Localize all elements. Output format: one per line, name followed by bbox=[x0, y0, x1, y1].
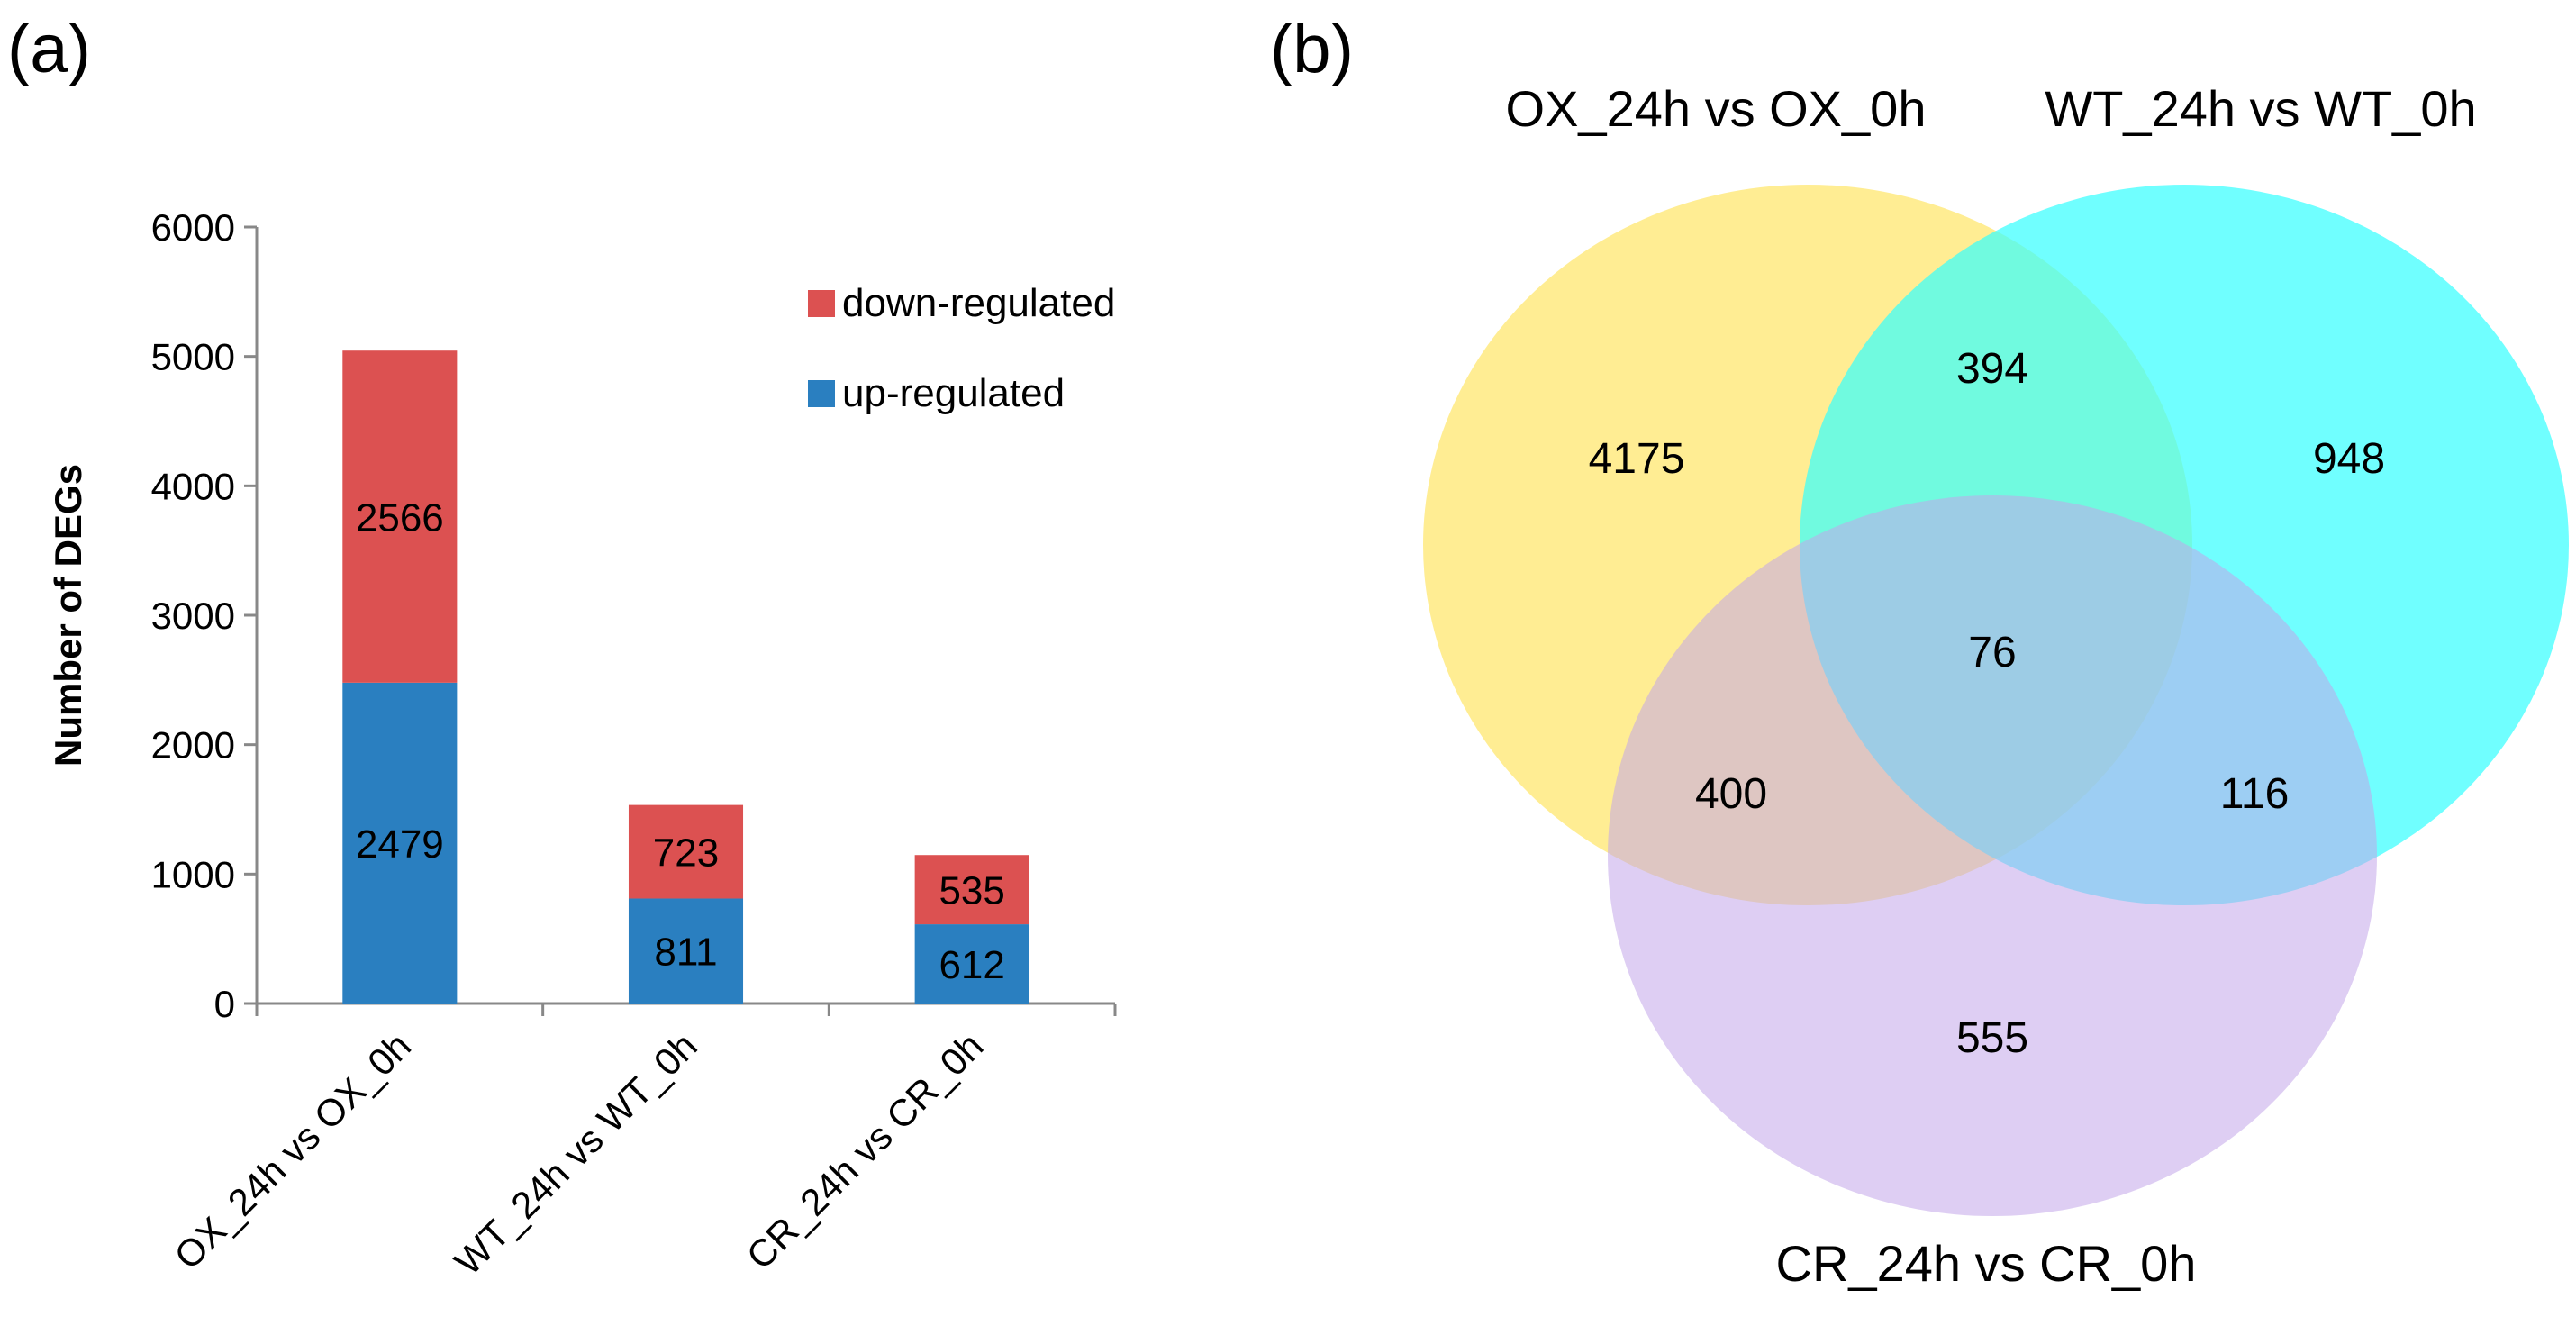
bar-up-regulated bbox=[914, 924, 1029, 1004]
venn-set-label-cr: CR_24h vs CR_0h bbox=[1776, 1235, 2197, 1292]
bar-data-label: 723 bbox=[653, 831, 719, 876]
legend-label: down-regulated bbox=[842, 281, 1115, 325]
legend-label: up-regulated bbox=[842, 371, 1065, 415]
x-ticks bbox=[255, 1004, 1117, 1016]
y-gridless-axis: 0 1000 2000 3000 4000 5000 6000 bbox=[151, 206, 1117, 1025]
y-axis-label: Number of DEGs bbox=[47, 464, 89, 767]
y-tick-label: 3000 bbox=[151, 595, 235, 637]
venn-region-cr-only: 555 bbox=[1956, 1014, 2028, 1062]
bar-data-label: 811 bbox=[654, 931, 717, 975]
venn-circle-cr bbox=[1608, 495, 2377, 1216]
venn-region-all: 76 bbox=[1968, 629, 2016, 677]
panel-label-a: (a) bbox=[7, 11, 91, 87]
bar-data-label: 2566 bbox=[356, 496, 444, 540]
bar-down-regulated bbox=[342, 350, 458, 683]
bar-data-label: 612 bbox=[939, 943, 1004, 987]
bar-data-label: 2479 bbox=[356, 822, 444, 867]
y-tick-label: 1000 bbox=[151, 853, 235, 895]
bar-chart: 0 1000 2000 3000 4000 5000 6000 Number of DEGs… bbox=[47, 206, 1117, 1284]
y-tick-label: 6000 bbox=[151, 206, 235, 249]
venn-set-label-wt: WT_24h vs WT_0h bbox=[2045, 80, 2476, 137]
bar-down-regulated bbox=[914, 855, 1029, 925]
legend: down-regulated up-regulated bbox=[808, 281, 1115, 415]
venn-region-wt-cr: 116 bbox=[2220, 770, 2290, 818]
venn-region-ox-only: 4175 bbox=[1589, 435, 1685, 483]
legend-swatch bbox=[808, 380, 835, 407]
y-tick-label: 2000 bbox=[151, 724, 235, 767]
category-label: WT_24h vs WT_0h bbox=[446, 1024, 704, 1283]
venn-region-ox-wt: 394 bbox=[1956, 345, 2028, 393]
bars: 2479 2566 811 723 612 535 bbox=[342, 350, 1029, 1004]
venn-region-wt-only: 948 bbox=[2313, 435, 2385, 483]
bar-up-regulated bbox=[342, 682, 458, 1004]
y-tick-label: 4000 bbox=[151, 465, 235, 507]
legend-swatch bbox=[808, 290, 835, 317]
venn-diagram: OX_24h vs OX_0h WT_24h vs WT_0h CR_24h v… bbox=[1423, 80, 2569, 1292]
category-label: CR_24h vs CR_0h bbox=[739, 1024, 992, 1277]
venn-region-ox-cr: 400 bbox=[1695, 770, 1767, 818]
bar-data-label: 535 bbox=[939, 869, 1004, 913]
bar-up-regulated bbox=[628, 898, 744, 1004]
category-labels: OX_24h vs OX_0h WT_24h vs WT_0h CR_24h vs … bbox=[166, 1024, 991, 1283]
panel-label-b: (b) bbox=[1270, 11, 1354, 87]
y-tick-label: 5000 bbox=[151, 336, 235, 378]
venn-set-label-ox: OX_24h vs OX_0h bbox=[1506, 80, 1927, 137]
y-ticks: 0 1000 2000 3000 4000 5000 6000 bbox=[151, 206, 257, 1025]
y-tick-label: 0 bbox=[214, 983, 235, 1025]
bar-down-regulated bbox=[628, 804, 744, 899]
category-label: OX_24h vs OX_0h bbox=[166, 1024, 419, 1277]
